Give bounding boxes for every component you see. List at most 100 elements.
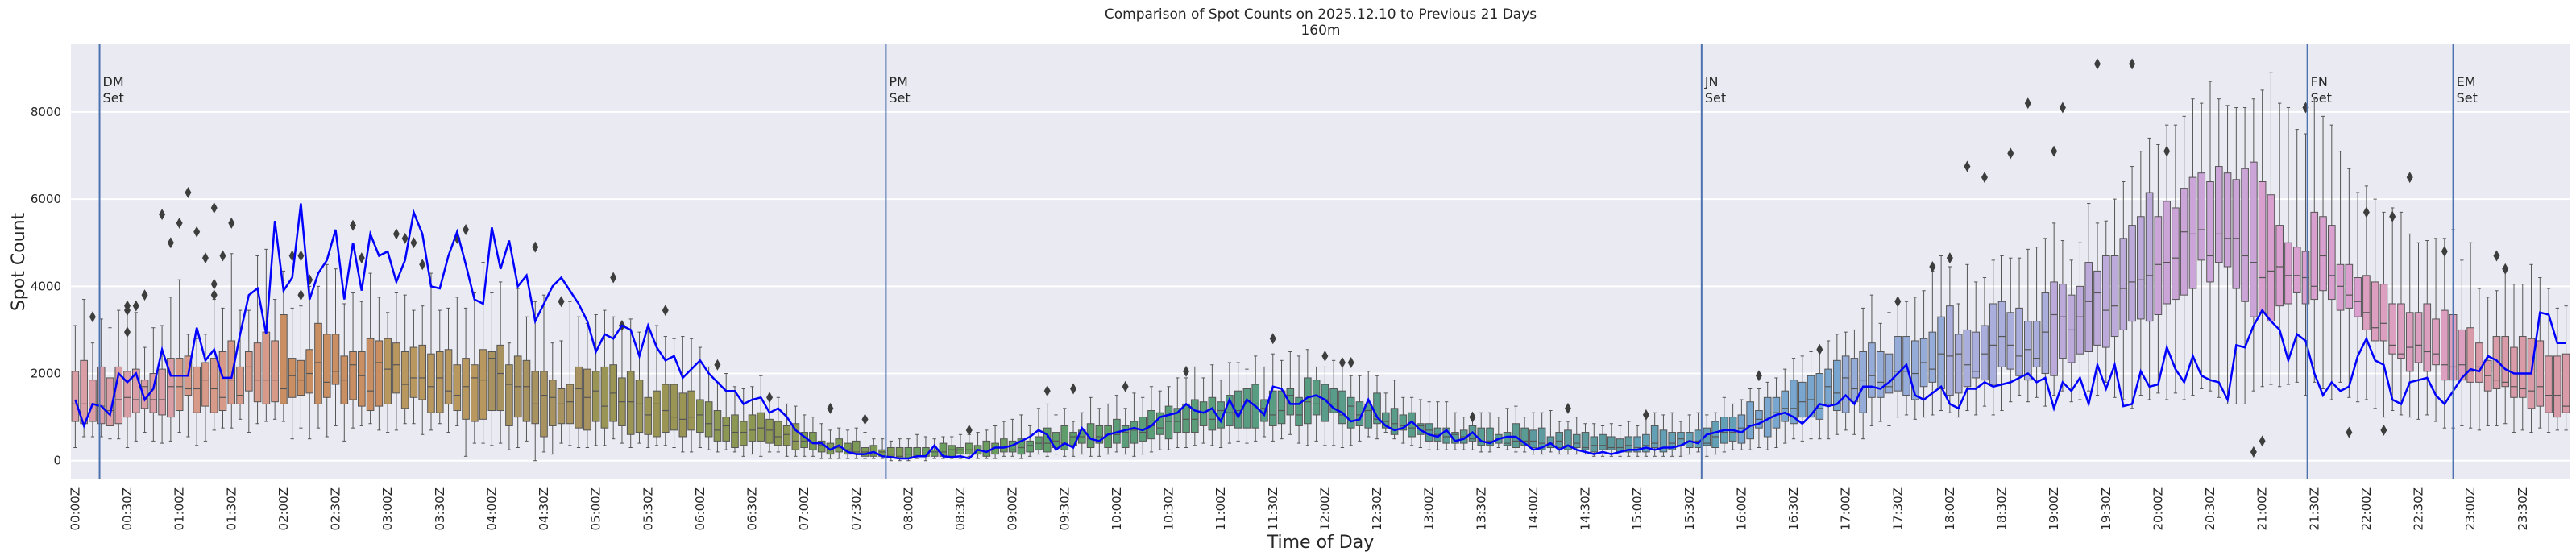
outlier-marker bbox=[1642, 409, 1649, 421]
box-iqr bbox=[1737, 414, 1746, 444]
box-iqr bbox=[1997, 301, 2006, 367]
box bbox=[1537, 412, 1546, 455]
box-iqr bbox=[471, 364, 479, 422]
box bbox=[1060, 408, 1069, 457]
box bbox=[2388, 207, 2397, 412]
box-iqr bbox=[1199, 401, 1208, 426]
box-iqr bbox=[1095, 425, 1104, 444]
box-iqr bbox=[2292, 247, 2301, 293]
box-iqr bbox=[1590, 436, 1599, 453]
box bbox=[2137, 151, 2145, 396]
box bbox=[2292, 129, 2301, 383]
box bbox=[1529, 412, 1537, 455]
x-tick-label: 13:30Z bbox=[1474, 487, 1488, 531]
box-iqr bbox=[2206, 180, 2214, 283]
box-iqr bbox=[895, 447, 904, 459]
outlier-marker bbox=[210, 289, 218, 301]
outlier-marker bbox=[2362, 206, 2370, 218]
box-iqr bbox=[305, 349, 314, 394]
box bbox=[1885, 312, 1894, 426]
outlier-marker bbox=[965, 424, 973, 436]
box bbox=[1910, 297, 1919, 420]
box-iqr bbox=[2423, 303, 2432, 372]
box-iqr bbox=[1295, 396, 1303, 426]
box bbox=[1981, 277, 1989, 407]
box-iqr bbox=[644, 396, 653, 435]
box bbox=[869, 438, 878, 459]
box-iqr bbox=[1242, 388, 1251, 429]
box bbox=[2197, 102, 2206, 389]
outlier-marker bbox=[2441, 246, 2448, 258]
box-iqr bbox=[1486, 427, 1494, 446]
box-iqr bbox=[375, 340, 384, 407]
box bbox=[1833, 334, 1841, 435]
outlier-marker bbox=[558, 296, 565, 308]
box-iqr bbox=[1564, 429, 1572, 450]
box-iqr bbox=[479, 349, 487, 420]
box-iqr bbox=[444, 349, 453, 404]
outlier-marker bbox=[219, 250, 226, 262]
box-iqr bbox=[262, 331, 271, 404]
box bbox=[2458, 259, 2466, 426]
box-iqr bbox=[1060, 425, 1069, 450]
box-iqr bbox=[1746, 401, 1754, 440]
box bbox=[2267, 72, 2275, 385]
box-iqr bbox=[696, 399, 704, 433]
box bbox=[1607, 423, 1616, 457]
box-iqr bbox=[757, 412, 765, 442]
box-iqr bbox=[2397, 303, 2405, 359]
x-tick-label: 06:30Z bbox=[745, 487, 760, 531]
box-iqr bbox=[1937, 316, 1945, 389]
box bbox=[513, 288, 522, 449]
box bbox=[635, 331, 644, 444]
outlier-marker bbox=[89, 311, 96, 323]
box-iqr bbox=[704, 401, 713, 438]
box-iqr bbox=[1164, 405, 1173, 440]
box-iqr bbox=[2310, 211, 2319, 301]
box-iqr bbox=[1477, 427, 1486, 446]
box bbox=[1026, 425, 1034, 457]
box-iqr bbox=[791, 423, 800, 450]
box bbox=[2223, 105, 2232, 404]
outlier-marker bbox=[1070, 383, 1077, 395]
y-tick-label: 0 bbox=[53, 454, 61, 468]
box-iqr bbox=[1616, 438, 1624, 453]
box bbox=[757, 375, 765, 457]
x-tick-label: 14:00Z bbox=[1526, 487, 1541, 531]
box bbox=[1295, 355, 1303, 444]
box bbox=[2275, 102, 2284, 388]
x-tick-label: 20:30Z bbox=[2203, 487, 2217, 531]
box bbox=[1555, 421, 1564, 455]
box bbox=[349, 292, 357, 429]
box bbox=[2518, 284, 2527, 431]
outlier-marker bbox=[2024, 97, 2031, 110]
box-iqr bbox=[496, 344, 504, 412]
box-iqr bbox=[1512, 423, 1520, 449]
box-iqr bbox=[566, 384, 575, 425]
box-iqr bbox=[89, 380, 97, 422]
outlier-marker bbox=[392, 228, 400, 240]
box-iqr bbox=[748, 414, 757, 442]
box-iqr bbox=[1981, 325, 1989, 381]
box-iqr bbox=[322, 334, 331, 398]
box-iqr bbox=[1894, 336, 1902, 392]
box-iqr bbox=[1381, 412, 1390, 429]
box-iqr bbox=[218, 351, 227, 412]
box-iqr bbox=[591, 371, 600, 422]
box-iqr bbox=[1572, 433, 1581, 449]
box bbox=[114, 309, 123, 440]
box bbox=[2250, 98, 2258, 392]
box-iqr bbox=[1155, 412, 1164, 435]
box bbox=[2232, 107, 2241, 404]
box-iqr bbox=[2197, 172, 2206, 261]
box-iqr bbox=[2319, 216, 2327, 292]
outlier-marker bbox=[159, 209, 166, 221]
box-iqr bbox=[653, 390, 661, 438]
box-iqr bbox=[2110, 255, 2119, 338]
box-iqr bbox=[1268, 390, 1277, 426]
box bbox=[1346, 375, 1355, 446]
box bbox=[366, 272, 375, 425]
box-iqr bbox=[2345, 263, 2354, 309]
outlier-marker bbox=[210, 278, 218, 290]
x-tick-label: 16:30Z bbox=[1786, 487, 1801, 531]
